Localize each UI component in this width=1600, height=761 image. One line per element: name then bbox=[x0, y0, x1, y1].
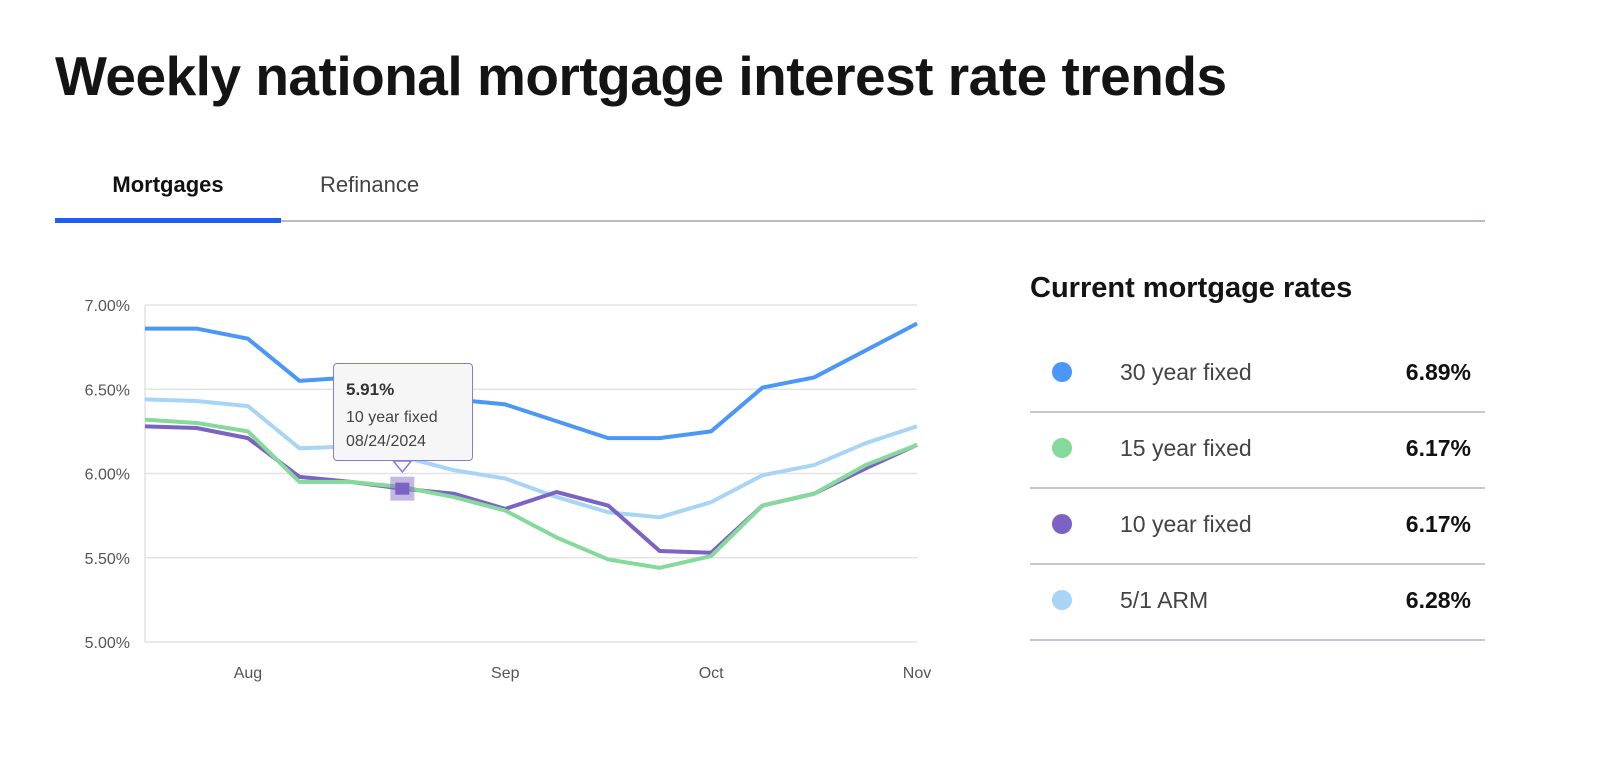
y-tick-label: 6.00% bbox=[85, 467, 130, 484]
y-tick-label: 7.00% bbox=[85, 298, 130, 315]
rate-label: 5/1 ARM bbox=[1120, 587, 1209, 613]
rate-row-10yr: 10 year fixed 6.17% bbox=[1030, 489, 1485, 565]
page-title: Weekly national mortgage interest rate t… bbox=[55, 45, 1227, 107]
current-rates-panel: Current mortgage rates 30 year fixed 6.89… bbox=[1030, 272, 1485, 641]
tooltip-value: 5.91% bbox=[346, 380, 395, 399]
tab-refinance[interactable]: Refinance bbox=[320, 172, 420, 197]
rate-row-15yr: 15 year fixed 6.17% bbox=[1030, 413, 1485, 489]
rate-label: 30 year fixed bbox=[1120, 359, 1252, 385]
x-tick-label: Aug bbox=[234, 665, 262, 682]
tab-mortgages[interactable]: Mortgages bbox=[55, 172, 281, 223]
rate-label: 10 year fixed bbox=[1120, 511, 1252, 537]
chart-tooltip: 5.91% 10 year fixed 08/24/2024 bbox=[333, 363, 473, 461]
rate-value: 6.17% bbox=[1405, 435, 1471, 461]
series-line-30-year-fixed bbox=[145, 321, 918, 441]
legend-dot-icon bbox=[1052, 438, 1072, 458]
x-tick-label: Sep bbox=[491, 665, 520, 682]
y-tick-label: 6.50% bbox=[85, 382, 130, 399]
tab-bar: Mortgages Refinance bbox=[55, 160, 1485, 223]
y-tick-label: 5.50% bbox=[85, 551, 130, 568]
tooltip-date: 08/24/2024 bbox=[346, 433, 427, 450]
rate-row-arm: 5/1 ARM 6.28% bbox=[1030, 565, 1485, 641]
rate-value: 6.17% bbox=[1405, 511, 1471, 537]
rate-chart: 7.00% 6.50% 6.00% 5.50% 5.00% Aug Sep Oct Nov bbox=[85, 298, 932, 682]
rate-label: 15 year fixed bbox=[1120, 435, 1252, 461]
x-tick-label: Nov bbox=[903, 665, 931, 682]
legend-dot-icon bbox=[1052, 362, 1072, 382]
legend-dot-icon bbox=[1052, 514, 1072, 534]
panel-title: Current mortgage rates bbox=[1030, 272, 1353, 304]
tooltip-series: 10 year fixed bbox=[346, 409, 438, 426]
y-tick-label: 5.00% bbox=[85, 635, 130, 652]
rate-value: 6.28% bbox=[1405, 587, 1471, 613]
rate-value: 6.89% bbox=[1405, 359, 1471, 385]
legend-dot-icon bbox=[1052, 590, 1072, 610]
series-line-5-1-arm bbox=[144, 397, 918, 520]
highlight-point bbox=[395, 482, 410, 495]
x-tick-label: Oct bbox=[699, 665, 724, 682]
tooltip-pointer bbox=[391, 460, 413, 474]
series-line-15-year-fixed bbox=[144, 417, 918, 570]
rate-row-30yr: 30 year fixed 6.89% bbox=[1030, 337, 1485, 413]
